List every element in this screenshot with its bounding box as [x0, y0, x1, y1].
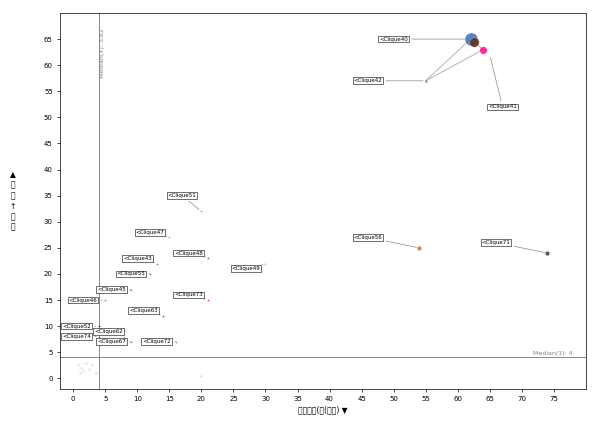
Point: [196, 208, 206, 215]
Text: Median(X): 3.62: Median(X): 3.62: [100, 29, 106, 79]
Text: <Clique52: <Clique52: [62, 324, 96, 329]
Point: [542, 250, 552, 257]
Point: [466, 35, 475, 42]
Text: <Clique63: <Clique63: [129, 308, 160, 315]
Text: <Clique56: <Clique56: [353, 235, 417, 247]
Text: <Clique73: <Clique73: [174, 292, 205, 299]
X-axis label: 절부연구(개(재활) ▼: 절부연구(개(재활) ▼: [298, 405, 348, 414]
Point: [158, 312, 168, 319]
Point: [120, 333, 129, 340]
Text: <Clique46: <Clique46: [68, 298, 103, 302]
Point: [94, 333, 104, 340]
Point: [88, 362, 97, 369]
Text: <Clique67: <Clique67: [97, 339, 131, 344]
Point: [100, 297, 110, 304]
Text: <Clique45: <Clique45: [97, 287, 131, 292]
Text: <Clique41: <Clique41: [488, 57, 517, 109]
Text: <Clique47: <Clique47: [136, 230, 167, 237]
Text: <Clique48: <Clique48: [174, 251, 205, 257]
Text: <Clique43: <Clique43: [123, 256, 154, 263]
Point: [421, 77, 431, 84]
Point: [203, 297, 213, 304]
Point: [78, 367, 88, 374]
Point: [85, 365, 94, 372]
Text: <Clique55: <Clique55: [117, 271, 150, 276]
Point: [94, 323, 104, 330]
Point: [126, 338, 136, 345]
Point: [478, 46, 488, 53]
Point: [76, 365, 86, 372]
Point: [203, 255, 213, 262]
Point: [152, 260, 161, 267]
Point: [75, 370, 85, 377]
Text: <Clique74: <Clique74: [62, 334, 96, 339]
Point: [469, 38, 478, 45]
Text: <Clique72: <Clique72: [142, 339, 176, 344]
Point: [164, 234, 174, 241]
Point: [171, 338, 181, 345]
Point: [81, 359, 91, 366]
Text: <Clique71: <Clique71: [482, 240, 545, 253]
Text: <Clique51: <Clique51: [168, 193, 199, 210]
Text: ▲
빈
도
↑
횟
수: ▲ 빈 도 ↑ 횟 수: [10, 170, 16, 232]
Point: [196, 372, 206, 379]
Point: [74, 362, 83, 369]
Point: [126, 286, 136, 293]
Point: [120, 328, 129, 335]
Point: [414, 245, 424, 251]
Point: [146, 270, 155, 277]
Text: <Clique42: <Clique42: [353, 78, 423, 83]
Text: <Clique40: <Clique40: [379, 37, 467, 41]
Point: [261, 260, 271, 267]
Point: [91, 370, 100, 377]
Text: <Clique62: <Clique62: [94, 329, 124, 334]
Text: <Clique49: <Clique49: [232, 264, 263, 271]
Text: Median(1): 4: Median(1): 4: [533, 351, 573, 356]
